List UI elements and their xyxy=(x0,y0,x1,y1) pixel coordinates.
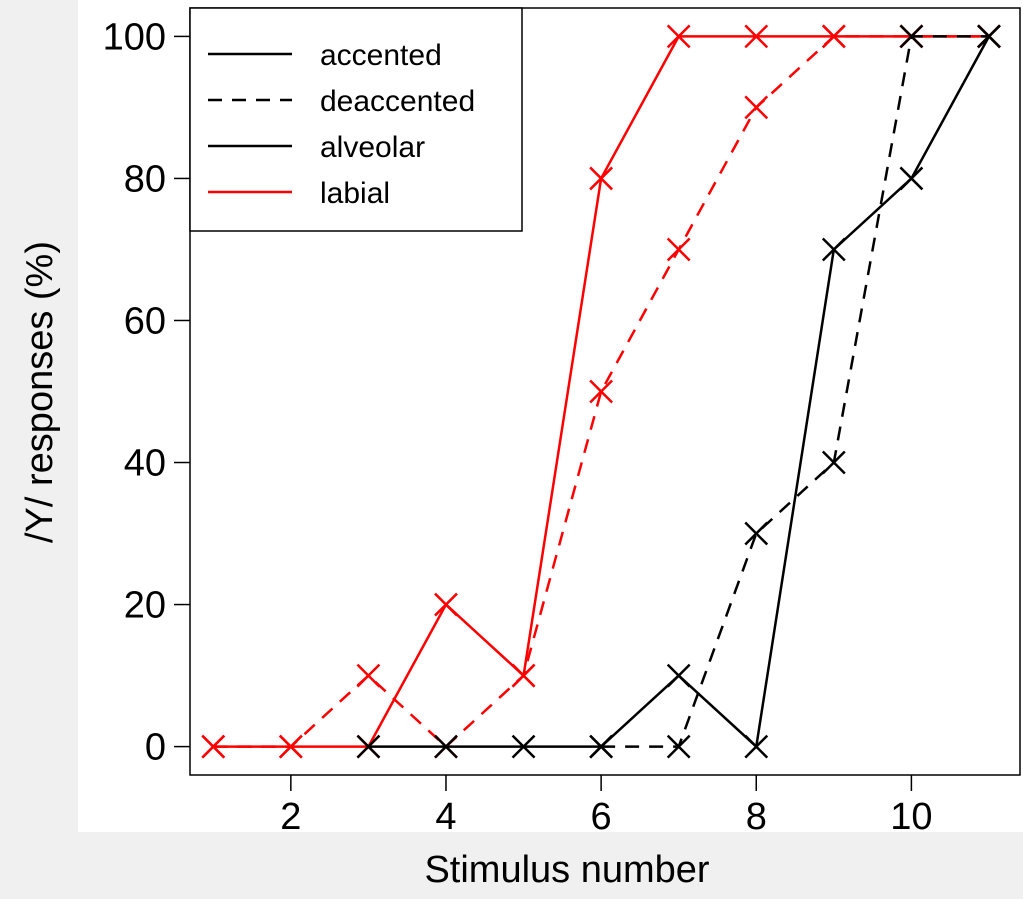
y-tick-label: 20 xyxy=(124,585,166,627)
data-point-labial-accented xyxy=(434,592,458,617)
legend: accented deaccented alveolar labial xyxy=(189,7,523,232)
series-layer xyxy=(201,24,1001,759)
data-point-alveolar-accented xyxy=(821,237,846,262)
x-tick-label: 6 xyxy=(591,796,612,838)
y-tick-label: 100 xyxy=(103,16,166,58)
x-tick-label: 2 xyxy=(280,796,301,838)
y-tick-label: 80 xyxy=(124,158,166,200)
x-tick-label: 10 xyxy=(890,796,932,838)
data-point-labial-deaccented xyxy=(511,663,536,688)
data-point-alveolar-accented xyxy=(434,734,458,759)
data-point-labial-deaccented xyxy=(356,663,381,688)
legend-label: labial xyxy=(320,177,390,210)
y-tick-label: 60 xyxy=(124,300,166,342)
data-point-alveolar-deaccented xyxy=(977,24,1001,49)
series-line-labial-deaccented xyxy=(213,35,989,749)
data-point-alveolar-deaccented xyxy=(666,734,691,759)
plot-frame xyxy=(189,7,1021,776)
data-point-alveolar-accented xyxy=(744,734,769,759)
y-tick-label: 0 xyxy=(145,727,166,769)
y-tick-label: 40 xyxy=(124,443,166,485)
x-tick-label: 4 xyxy=(435,796,456,838)
legend-box xyxy=(189,7,523,232)
data-point-labial-deaccented xyxy=(821,24,846,49)
data-point-labial-accented xyxy=(744,24,769,49)
data-point-labial-deaccented xyxy=(589,379,614,404)
data-point-alveolar-deaccented xyxy=(744,521,769,546)
x-tick-label: 8 xyxy=(746,796,767,838)
data-point-alveolar-accented xyxy=(899,166,924,191)
y-axis: 0 20 40 60 80 100 xyxy=(103,16,190,769)
data-point-alveolar-deaccented xyxy=(589,734,614,759)
y-axis-label: /Y/ responses (%) xyxy=(19,241,61,543)
data-point-labial-deaccented xyxy=(666,237,691,262)
data-point-labial-deaccented xyxy=(278,734,303,759)
legend-label: deaccented xyxy=(320,85,475,118)
data-point-alveolar-deaccented xyxy=(899,24,924,49)
data-point-labial-accented xyxy=(666,24,691,49)
data-point-alveolar-accented xyxy=(511,734,536,759)
legend-label: accented xyxy=(320,39,442,72)
series-alveolar-deaccented xyxy=(589,24,1001,759)
data-point-labial-accented xyxy=(589,166,614,191)
x-axis: 2 4 6 8 10 xyxy=(280,775,933,838)
data-point-alveolar-deaccented xyxy=(821,450,846,475)
data-point-labial-deaccented xyxy=(744,95,769,120)
x-axis-label: Stimulus number xyxy=(424,849,709,891)
data-point-alveolar-accented xyxy=(666,663,691,688)
legend-label: alveolar xyxy=(320,131,425,164)
data-point-alveolar-accented xyxy=(356,734,381,759)
data-point-labial-deaccented xyxy=(201,734,226,759)
